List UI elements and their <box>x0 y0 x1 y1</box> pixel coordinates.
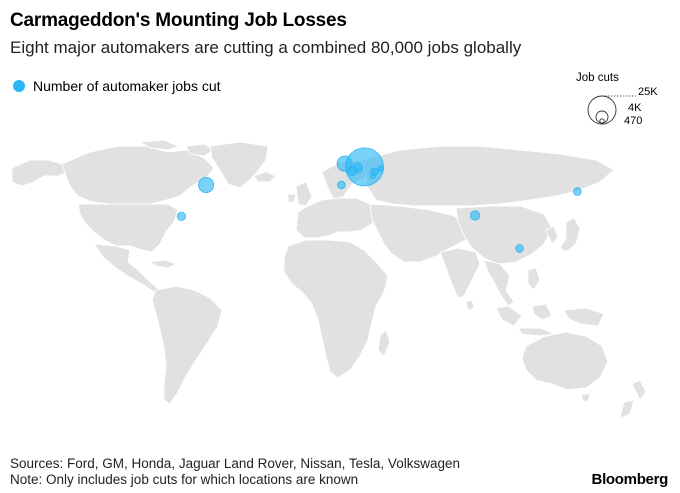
land-korea <box>545 225 559 245</box>
land-southeast-asia <box>483 259 515 307</box>
job-cut-bubble <box>369 172 376 179</box>
land-sri-lanka <box>465 299 475 311</box>
job-cut-bubble <box>515 244 524 253</box>
job-cut-bubble <box>337 180 346 190</box>
land-australia <box>521 331 609 391</box>
land-arctic-islands <box>138 140 215 157</box>
job-cut-bubble <box>176 211 186 221</box>
land-africa <box>283 239 389 379</box>
land-south-america <box>151 285 223 405</box>
size-legend-graphic: 25K 4K 470 <box>587 86 658 127</box>
job-cut-bubble <box>198 176 215 193</box>
size-legend-label-small: 470 <box>624 115 642 127</box>
land-masses <box>11 140 647 419</box>
land-usa <box>77 203 179 253</box>
job-cut-bubble <box>469 210 481 221</box>
land-philippines <box>527 267 541 291</box>
job-cut-bubbles <box>176 147 582 253</box>
job-cut-bubble <box>352 162 363 173</box>
land-indonesia <box>495 303 605 337</box>
footer: Sources: Ford, GM, Honda, Jaguar Land Ro… <box>10 456 460 488</box>
land-caribbean <box>148 259 178 269</box>
land-new-zealand <box>619 379 647 419</box>
size-legend: Job cuts 25K 4K 470 <box>566 72 676 132</box>
legend-label: Number of automaker jobs cut <box>33 78 221 94</box>
land-india <box>439 247 481 299</box>
land-canada <box>61 145 215 205</box>
size-legend-label-large: 25K <box>638 86 658 98</box>
land-japan <box>559 217 581 253</box>
sources-note: Sources: Ford, GM, Honda, Jaguar Land Ro… <box>10 456 460 471</box>
size-legend-circle-small <box>599 118 605 124</box>
chart-title: Carmageddon's Mounting Job Losses <box>10 10 347 31</box>
job-cut-bubble <box>377 165 385 172</box>
land-tasmania <box>581 393 591 403</box>
legend-dot <box>13 80 25 92</box>
land-europe <box>295 197 379 239</box>
land-uk-ireland <box>287 181 313 207</box>
land-alaska <box>11 159 69 187</box>
world-map <box>11 140 647 419</box>
chart-subtitle: Eight major automakers are cutting a com… <box>10 38 522 57</box>
land-greenland <box>209 141 269 189</box>
color-legend: Number of automaker jobs cut <box>10 78 221 94</box>
land-china-east-asia <box>455 205 553 265</box>
land-middle-east-central-asia <box>369 203 471 263</box>
size-legend-label-medium: 4K <box>628 102 642 114</box>
size-legend-circle-large <box>587 95 617 125</box>
job-cut-bubble <box>573 187 582 196</box>
size-legend-circle-medium <box>595 110 609 124</box>
land-iceland <box>253 171 277 183</box>
land-madagascar <box>377 329 391 357</box>
footnote: Note: Only includes job cuts for which l… <box>10 472 359 487</box>
bloomberg-logo: Bloomberg <box>591 471 669 488</box>
size-legend-title: Job cuts <box>576 72 619 84</box>
land-russia-north-asia <box>361 145 615 207</box>
